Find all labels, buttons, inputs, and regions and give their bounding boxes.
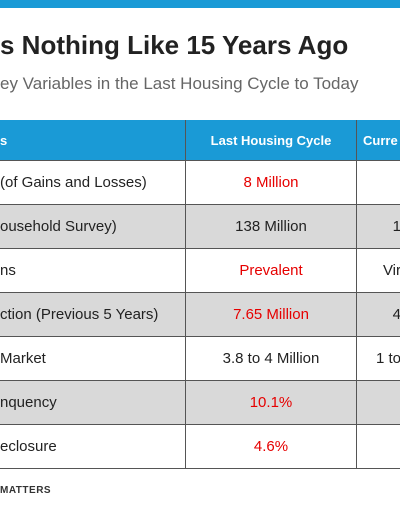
table-row: nquency 10.1%	[0, 381, 400, 425]
header-cell: s	[0, 132, 8, 148]
last-cycle-cell: 7.65 Million	[185, 293, 356, 336]
label-cell: Market	[0, 350, 46, 367]
last-cycle-cell: 3.8 to 4 Million	[185, 337, 356, 380]
label-cell: (of Gains and Losses)	[0, 174, 147, 191]
top-bar	[0, 0, 400, 8]
last-cycle-cell: 4.6%	[185, 425, 356, 468]
header-cell: Curre	[356, 120, 400, 160]
current-cell: 4	[356, 293, 400, 336]
current-cell: 1	[356, 205, 400, 248]
table-row: (of Gains and Losses) 8 Million	[0, 161, 400, 205]
header-row: s Last Housing Cycle Curre	[0, 120, 400, 161]
title: s Nothing Like 15 Years Ago	[0, 30, 349, 60]
label-cell: ns	[0, 262, 16, 279]
current-cell	[356, 425, 400, 468]
table: s Last Housing Cycle Curre (of Gains and…	[0, 120, 400, 469]
last-cycle-cell: 8 Million	[185, 161, 356, 204]
current-cell: Vir	[356, 249, 400, 292]
table-row: ns Prevalent Vir	[0, 249, 400, 293]
header-cell: Last Housing Cycle	[185, 120, 356, 160]
last-cycle-cell: 10.1%	[185, 381, 356, 424]
last-cycle-cell: Prevalent	[185, 249, 356, 292]
label-cell: ousehold Survey)	[0, 218, 117, 235]
footer-logo: MATTERS	[0, 485, 52, 496]
current-cell	[356, 381, 400, 424]
label-cell: eclosure	[0, 438, 57, 455]
label-cell: nquency	[0, 394, 57, 411]
table-row: eclosure 4.6%	[0, 425, 400, 469]
subtitle: ey Variables in the Last Housing Cycle t…	[0, 74, 359, 93]
label-cell: ction (Previous 5 Years)	[0, 306, 159, 323]
current-cell	[356, 161, 400, 204]
table-row: Market 3.8 to 4 Million 1 to	[0, 337, 400, 381]
last-cycle-cell: 138 Million	[185, 205, 356, 248]
current-cell: 1 to	[356, 337, 400, 380]
table-row: ction (Previous 5 Years) 7.65 Million4	[0, 293, 400, 337]
